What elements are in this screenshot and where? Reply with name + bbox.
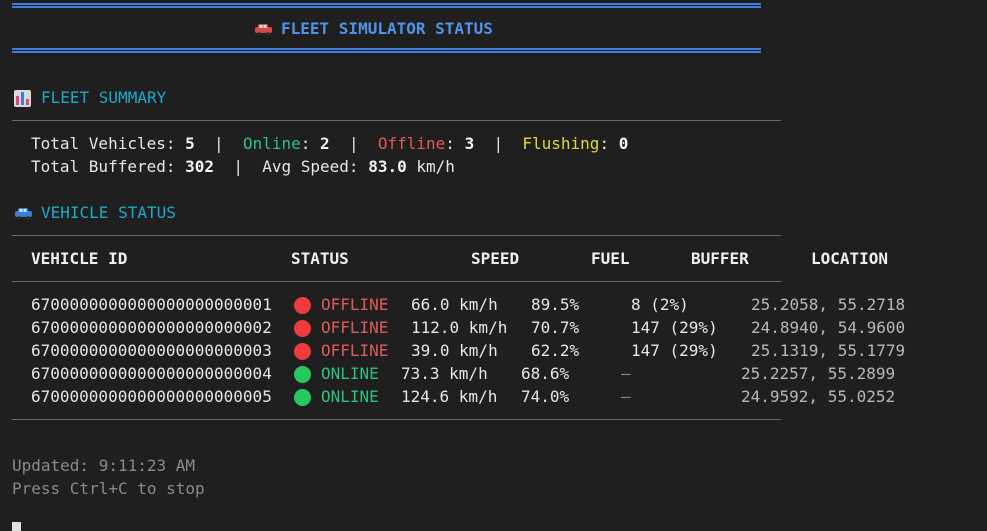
vehicle-id: 6700000000000000000000005 [31, 387, 272, 406]
status-text: ONLINE [321, 387, 379, 406]
column-header-speed: SPEED [471, 249, 520, 268]
status-text: ONLINE [321, 364, 379, 383]
car-icon [255, 24, 272, 35]
status-text: OFFLINE [321, 318, 389, 337]
table-top-rule [12, 235, 781, 236]
buffer-value: 147 (29%) [631, 318, 718, 337]
flushing-label: Flushing [522, 134, 600, 153]
vehicle-id: 6700000000000000000000002 [31, 318, 272, 337]
column-header-buffer: BUFFER [691, 249, 749, 268]
speed-value: 73.3 km/h [401, 364, 488, 383]
location-value: 24.8940, 54.9600 [751, 318, 906, 337]
car-icon [15, 208, 32, 219]
avg-speed-unit: km/h [416, 157, 455, 176]
location-value: 24.9592, 55.0252 [741, 387, 896, 406]
separator: | [214, 134, 224, 153]
speed-value: 66.0 km/h [411, 295, 498, 314]
colon: : [445, 134, 455, 153]
status-dot-icon [294, 366, 311, 383]
vehicle-id: 6700000000000000000000004 [31, 364, 272, 383]
buffer-value: 147 (29%) [631, 341, 718, 360]
location-value: 25.1319, 55.1779 [751, 341, 906, 360]
status-dot-icon [294, 389, 311, 406]
location-value: 25.2058, 55.2718 [751, 295, 906, 314]
colon: : [300, 134, 311, 153]
total-vehicles-label: Total Vehicles: [31, 134, 176, 153]
status-dot-icon [294, 320, 311, 337]
column-header-vehicle-id: VEHICLE ID [31, 249, 128, 268]
offline-label: Offline [377, 134, 446, 153]
terminal-cursor[interactable] [12, 522, 21, 531]
avg-speed-label: Avg Speed: [262, 157, 359, 176]
fuel-value: 68.6% [521, 364, 570, 383]
total-buffered-label: Total Buffered: [31, 157, 176, 176]
location-value: 25.2257, 55.2899 [741, 364, 896, 383]
fuel-value: 70.7% [531, 318, 580, 337]
offline-value: 3 [464, 134, 475, 153]
buffer-value: — [621, 364, 631, 383]
fuel-value: 74.0% [521, 387, 570, 406]
status-dot-icon [294, 297, 311, 314]
total-vehicles-value: 5 [185, 134, 195, 153]
column-header-fuel: FUEL [591, 249, 630, 268]
table-bottom-rule [12, 419, 781, 420]
online-label: Online [242, 134, 301, 153]
flushing-value: 0 [618, 134, 629, 153]
vehicle-id: 6700000000000000000000003 [31, 341, 272, 360]
total-buffered-value: 302 [185, 157, 215, 176]
avg-speed-value: 83.0 [368, 157, 407, 176]
summary-rule [12, 120, 781, 121]
bar-chart-icon [14, 90, 31, 107]
buffer-value: 8 (2%) [631, 295, 689, 314]
speed-value: 124.6 km/h [401, 387, 498, 406]
separator: | [493, 134, 504, 153]
separator: | [348, 134, 359, 153]
fleet-summary-title: FLEET SUMMARY [41, 88, 167, 107]
status-text: OFFLINE [321, 295, 389, 314]
app-title: FLEET SIMULATOR STATUS [281, 19, 493, 38]
title-top-rule [12, 3, 761, 8]
vehicle-status-title: VEHICLE STATUS [41, 203, 176, 222]
online-value: 2 [320, 134, 330, 153]
buffer-value: — [621, 387, 631, 406]
updated-timestamp: Updated: 9:11:23 AM [12, 456, 196, 475]
status-dot-icon [294, 343, 311, 360]
colon: : [599, 134, 610, 153]
title-bottom-rule [12, 48, 761, 53]
column-header-status: STATUS [291, 249, 349, 268]
fuel-value: 89.5% [531, 295, 580, 314]
speed-value: 39.0 km/h [411, 341, 498, 360]
status-text: OFFLINE [321, 341, 389, 360]
table-header-rule [12, 281, 781, 282]
speed-value: 112.0 km/h [411, 318, 508, 337]
fuel-value: 62.2% [531, 341, 580, 360]
summary-line-2: Total Buffered: 302 | Avg Speed: 83.0 km… [31, 157, 455, 177]
summary-line-1: Total Vehicles: 5 | Online: 2 | Offline:… [31, 134, 628, 154]
vehicle-id: 6700000000000000000000001 [31, 295, 272, 314]
column-header-location: LOCATION [811, 249, 889, 268]
stop-hint: Press Ctrl+C to stop [12, 479, 205, 498]
separator: | [233, 157, 243, 176]
